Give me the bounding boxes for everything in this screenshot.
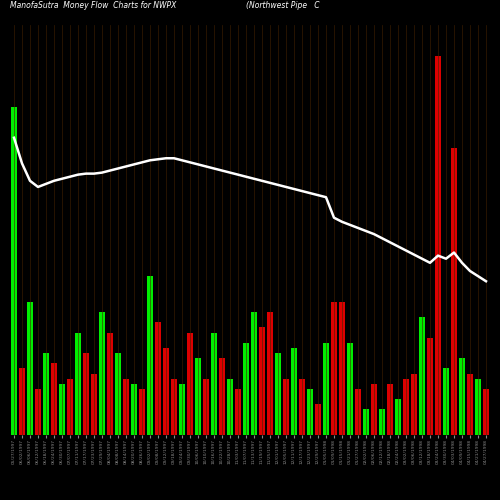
Bar — [171, 378, 177, 435]
Bar — [59, 384, 65, 435]
Bar — [11, 107, 17, 435]
Bar — [187, 332, 193, 435]
Bar — [115, 353, 121, 435]
Bar — [67, 378, 73, 435]
Bar — [395, 399, 401, 435]
Bar — [403, 378, 409, 435]
Bar — [107, 332, 113, 435]
Bar — [283, 378, 289, 435]
Bar — [131, 384, 137, 435]
Bar — [147, 276, 153, 435]
Bar — [211, 332, 217, 435]
Bar — [179, 384, 185, 435]
Bar — [451, 148, 457, 435]
Bar — [163, 348, 169, 435]
Bar — [259, 328, 265, 435]
Bar — [347, 343, 353, 435]
Bar — [299, 378, 305, 435]
Bar — [435, 56, 441, 435]
Bar — [323, 343, 329, 435]
Bar — [315, 404, 321, 435]
Bar — [275, 353, 281, 435]
Bar — [83, 353, 89, 435]
Bar — [19, 368, 25, 435]
Text: ManofaSutra  Money Flow  Charts for NWPX: ManofaSutra Money Flow Charts for NWPX — [10, 0, 176, 10]
Bar — [379, 410, 385, 435]
Bar — [27, 302, 33, 435]
Bar — [339, 302, 345, 435]
Bar — [443, 368, 449, 435]
Bar — [291, 348, 297, 435]
Bar — [459, 358, 465, 435]
Bar — [419, 317, 425, 435]
Text: (Northwest Pipe   C: (Northwest Pipe C — [246, 0, 320, 10]
Bar — [203, 378, 209, 435]
Bar — [427, 338, 433, 435]
Bar — [355, 389, 361, 435]
Bar — [227, 378, 233, 435]
Bar — [75, 332, 81, 435]
Bar — [155, 322, 161, 435]
Bar — [371, 384, 377, 435]
Bar — [243, 343, 249, 435]
Bar — [91, 374, 97, 435]
Bar — [475, 378, 481, 435]
Bar — [35, 389, 41, 435]
Bar — [307, 389, 313, 435]
Bar — [123, 378, 129, 435]
Bar — [411, 374, 417, 435]
Bar — [219, 358, 225, 435]
Bar — [139, 389, 145, 435]
Bar — [251, 312, 257, 435]
Bar — [43, 353, 49, 435]
Bar — [363, 410, 369, 435]
Bar — [387, 384, 393, 435]
Bar — [267, 312, 273, 435]
Bar — [51, 363, 57, 435]
Bar — [483, 389, 489, 435]
Bar — [331, 302, 337, 435]
Bar — [99, 312, 105, 435]
Bar — [195, 358, 201, 435]
Bar — [235, 389, 241, 435]
Bar — [467, 374, 473, 435]
